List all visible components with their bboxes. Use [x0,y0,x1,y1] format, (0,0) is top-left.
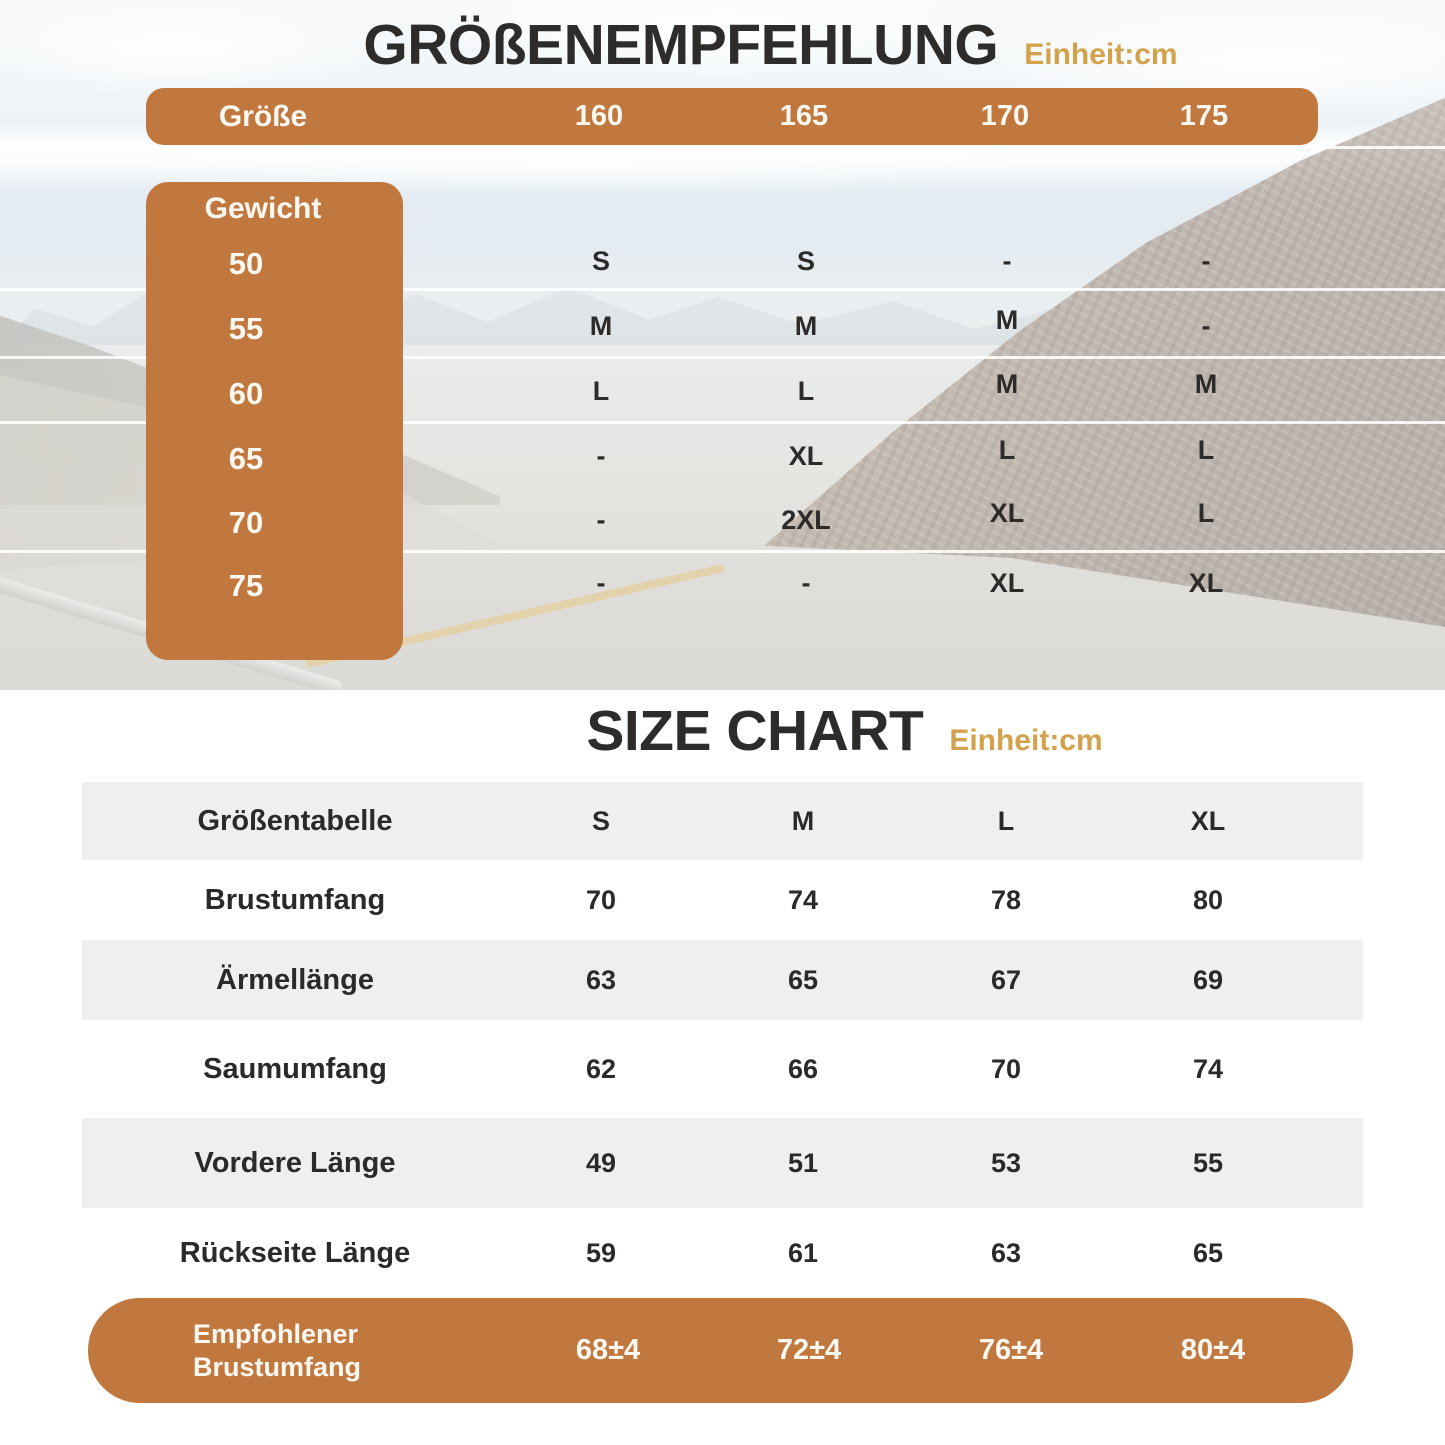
table-row: Rückseite Länge 59 61 63 65 [82,1208,1363,1298]
row-label: Saumumfang [203,1052,387,1085]
size-cell: L [1197,435,1215,465]
table-row: Saumumfang 62 66 70 74 [82,1020,1363,1118]
size-chart-table: Größentabelle S M L XL Brustumfang 70 74… [82,782,1363,1298]
weight-value: 75 [228,568,264,603]
column-header: M [791,805,815,836]
cell-value: 63 [990,1237,1022,1268]
cell-value: 70 [990,1053,1022,1084]
cell-value: 51 [787,1147,819,1178]
row-label: Rückseite Länge [179,1236,411,1269]
size-cell: M [995,305,1019,335]
table-header-row: Größentabelle S M L XL [82,782,1363,860]
size-column-175: 175 [1179,100,1229,132]
separator-line [0,421,1445,424]
cell-value: 59 [585,1237,617,1268]
footer-value: 72±4 [776,1334,842,1366]
recommended-chest-row: Empfohlener Brustumfang 68±4 72±4 76±4 8… [88,1298,1353,1403]
column-header: L [997,805,1015,836]
weight-column: Gewicht 50 55 60 65 70 75 [146,182,403,660]
row-label: Größentabelle [197,804,393,837]
size-cell: - [1002,246,1012,276]
recommendation-title-row: GRÖßENEMPFEHLUNG Einheit:cm [0,12,1445,78]
size-cell: L [592,376,610,406]
size-cell: - [596,441,606,471]
size-cell: L [797,376,815,406]
size-cell: XL [788,441,824,471]
size-cell: 2XL [781,505,831,535]
cell-value: 70 [585,884,617,915]
size-cell: M [589,311,613,341]
size-cell: - [596,505,606,535]
size-cell: - [1201,246,1211,276]
weight-column-header: Gewicht [204,192,322,225]
size-cell: XL [989,568,1025,598]
footer-value: 76±4 [978,1334,1044,1366]
separator-line [0,146,1445,149]
cell-value: 74 [1192,1053,1224,1084]
cell-value: 63 [585,964,617,995]
size-column-160: 160 [574,100,624,132]
size-cell: M [1194,369,1218,399]
size-header-row: Größe 160 165 170 175 [146,88,1318,145]
table-row: Ärmellänge 63 65 67 69 [82,940,1363,1020]
size-chart-title: SIZE CHART [586,699,924,763]
separator-line [0,288,1445,291]
weight-value: 70 [228,505,264,540]
cell-value: 66 [787,1053,819,1084]
cell-value: 65 [1192,1237,1224,1268]
size-column-165: 165 [779,100,829,132]
size-column-170: 170 [980,100,1030,132]
cell-value: 74 [787,884,819,915]
size-cell: M [794,311,818,341]
cell-value: 62 [585,1053,617,1084]
separator-line [0,356,1445,359]
recommendation-unit-label: Einheit:cm [1024,38,1178,71]
column-header: S [591,805,610,836]
cell-value: 78 [990,884,1022,915]
recommendation-title: GRÖßENEMPFEHLUNG [363,13,999,77]
cell-value: 80 [1192,884,1224,915]
size-chart-unit-label: Einheit:cm [949,724,1103,757]
cell-value: 55 [1192,1147,1224,1178]
table-row: Vordere Länge 49 51 53 55 [82,1118,1363,1208]
cell-value: 69 [1192,964,1224,995]
weight-value: 60 [228,376,264,411]
size-cell: M [995,369,1019,399]
row-label: Ärmellänge [216,963,374,996]
size-cell: XL [989,498,1025,528]
size-cell: S [591,246,610,276]
weight-value: 65 [228,441,264,476]
size-row-label: Größe [218,100,308,133]
row-label: Vordere Länge [194,1146,396,1179]
weight-value: 50 [228,246,264,281]
size-cell: - [1201,311,1211,341]
size-cell: - [596,568,606,598]
footer-label-line2: Brustumfang [193,1351,361,1382]
cell-value: 53 [990,1147,1022,1178]
row-label: Brustumfang [204,883,386,916]
size-cell: S [796,246,815,276]
footer-label: Empfohlener Brustumfang [193,1298,361,1403]
cell-value: 49 [585,1147,617,1178]
cell-value: 61 [787,1237,819,1268]
size-cell: L [1197,498,1215,528]
footer-label-line1: Empfohlener [193,1318,359,1349]
footer-value: 68±4 [575,1334,641,1366]
column-header: XL [1190,805,1226,836]
cell-value: 67 [990,964,1022,995]
footer-value: 80±4 [1180,1334,1246,1366]
size-cell: XL [1188,568,1224,598]
cell-value: 65 [787,964,819,995]
table-row: Brustumfang 70 74 78 80 [82,860,1363,940]
size-cell: L [998,435,1016,465]
weight-value: 55 [228,311,264,346]
separator-line [0,550,1445,553]
size-cell: - [801,568,811,598]
size-chart-title-row: SIZE CHART Einheit:cm [0,698,1445,764]
